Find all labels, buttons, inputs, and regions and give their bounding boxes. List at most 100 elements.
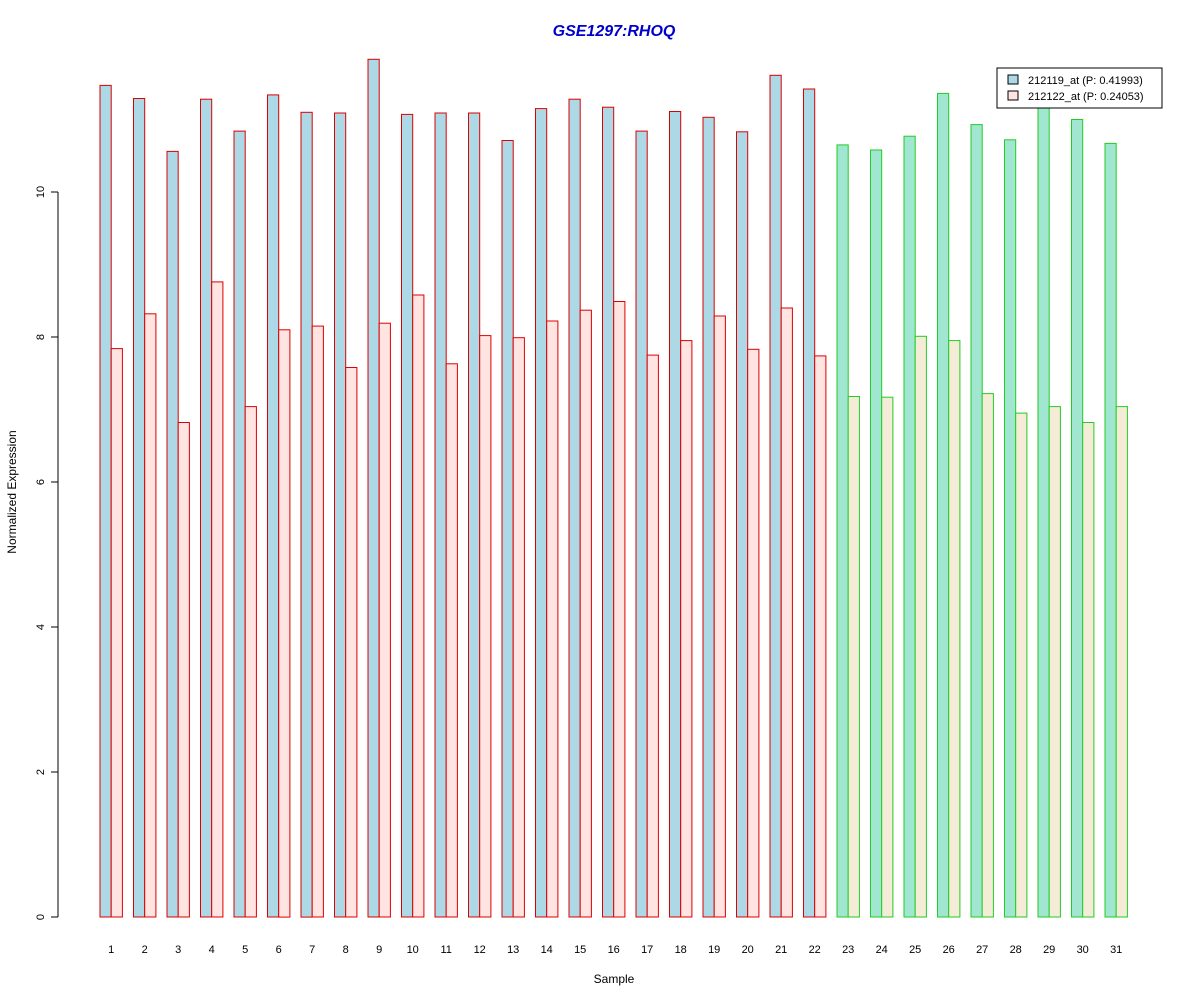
x-tick-label-18: 18 (675, 944, 687, 956)
chart-title: GSE1297:RHOQ (553, 23, 676, 40)
bar-sample-10-series-2 (412, 294, 425, 918)
x-tick-label-8: 8 (343, 944, 349, 956)
x-tick-label-3: 3 (175, 944, 181, 956)
y-axis-label: Normalized Expression (5, 430, 19, 553)
x-tick-label-1: 1 (108, 944, 114, 956)
x-tick-label-17: 17 (641, 944, 653, 956)
bar-sample-2-series-1 (133, 98, 146, 918)
bar-sample-31-series-2 (1115, 406, 1128, 918)
bar-sample-16-series-2 (613, 301, 626, 918)
bar-sample-31-series-1 (1104, 142, 1117, 918)
bar-sample-7-series-1 (300, 111, 313, 918)
bar-sample-23-series-1 (836, 144, 849, 918)
y-tick-label-6: 6 (35, 479, 47, 485)
x-tick-label-31: 31 (1110, 944, 1122, 956)
legend-swatch-212122 (1007, 90, 1019, 101)
bar-sample-19-series-1 (702, 116, 715, 918)
bar-sample-20-series-1 (736, 131, 749, 918)
x-tick-label-11: 11 (440, 944, 451, 956)
legend-label-212119: 212119_at (P: 0.41993) (1028, 75, 1143, 87)
bar-sample-14-series-1 (535, 108, 548, 918)
bar-sample-25-series-2 (914, 335, 927, 918)
x-tick-label-10: 10 (407, 944, 419, 956)
x-tick-label-6: 6 (276, 944, 282, 956)
bar-sample-3-series-1 (166, 150, 179, 918)
x-tick-label-2: 2 (142, 944, 148, 956)
y-tick-label-10: 10 (35, 186, 47, 198)
bar-sample-7-series-2 (311, 325, 324, 918)
x-tick-label-9: 9 (376, 944, 382, 956)
bar-sample-21-series-1 (769, 74, 782, 918)
y-tick-label-2: 2 (35, 769, 47, 775)
bar-sample-17-series-1 (635, 130, 648, 918)
bar-sample-19-series-2 (713, 315, 726, 918)
bar-sample-28-series-2 (1015, 412, 1028, 918)
bar-sample-10-series-1 (401, 113, 414, 918)
bar-sample-4-series-2 (211, 281, 224, 918)
bar-sample-13-series-2 (512, 337, 525, 918)
x-tick-label-22: 22 (809, 944, 821, 956)
bars-layer (99, 58, 1128, 918)
bar-sample-22-series-2 (814, 355, 827, 918)
bar-sample-26-series-1 (937, 92, 950, 918)
bar-sample-25-series-1 (903, 135, 916, 918)
bar-sample-23-series-2 (847, 396, 860, 918)
x-tick-label-24: 24 (876, 944, 888, 956)
bar-sample-17-series-2 (646, 354, 659, 918)
bar-sample-27-series-1 (970, 124, 983, 918)
x-tick-label-5: 5 (242, 944, 248, 956)
bar-sample-22-series-1 (803, 88, 816, 918)
bar-sample-18-series-2 (680, 340, 693, 918)
bar-sample-5-series-2 (244, 406, 257, 918)
bar-sample-8-series-2 (345, 367, 358, 918)
bar-sample-4-series-1 (200, 98, 213, 918)
x-tick-label-21: 21 (775, 944, 787, 956)
bar-sample-21-series-2 (780, 307, 793, 918)
bar-sample-13-series-1 (501, 140, 514, 918)
bar-sample-24-series-1 (870, 149, 883, 918)
bar-sample-15-series-2 (579, 309, 592, 918)
bar-sample-29-series-2 (1048, 406, 1061, 918)
bar-sample-3-series-2 (177, 422, 190, 918)
bar-sample-9-series-2 (378, 322, 391, 918)
bar-sample-16-series-1 (602, 106, 615, 918)
x-tick-label-16: 16 (608, 944, 620, 956)
x-tick-label-13: 13 (507, 944, 519, 956)
bar-sample-12-series-2 (479, 335, 492, 918)
legend: 212119_at (P: 0.41993) 212122_at (P: 0.2… (996, 67, 1163, 109)
bar-sample-28-series-1 (1004, 139, 1017, 918)
x-axis: 1 2 3 4 5 6 7 8 9 10 11 12 13 14 15 16 17 18 19 20 21 22 23 24 2… (108, 944, 1122, 956)
x-tick-label-14: 14 (541, 944, 553, 956)
x-tick-label-29: 29 (1043, 944, 1055, 956)
y-axis: 0 2 4 6 8 10 (35, 186, 59, 920)
x-tick-label-4: 4 (209, 944, 215, 956)
x-tick-label-23: 23 (842, 944, 854, 956)
bar-sample-11-series-2 (445, 363, 458, 918)
bar-sample-1-series-1 (99, 84, 112, 918)
bar-sample-1-series-2 (110, 348, 123, 918)
x-tick-label-15: 15 (574, 944, 586, 956)
y-tick-label-8: 8 (35, 334, 47, 340)
bar-sample-27-series-2 (981, 393, 994, 918)
x-tick-label-19: 19 (708, 944, 720, 956)
bar-sample-11-series-1 (434, 112, 447, 918)
bar-sample-24-series-2 (881, 396, 894, 918)
bar-sample-29-series-1 (1037, 107, 1050, 918)
bar-sample-8-series-1 (334, 112, 347, 918)
x-tick-label-12: 12 (474, 944, 486, 956)
bar-sample-6-series-2 (278, 329, 291, 918)
x-tick-label-20: 20 (742, 944, 754, 956)
x-tick-label-27: 27 (976, 944, 988, 956)
y-tick-label-4: 4 (35, 624, 47, 630)
bar-sample-14-series-2 (546, 320, 559, 918)
bar-sample-26-series-2 (948, 340, 961, 918)
bar-sample-5-series-1 (233, 130, 246, 918)
x-tick-label-28: 28 (1010, 944, 1022, 956)
bar-sample-2-series-2 (144, 313, 157, 918)
bar-sample-30-series-1 (1071, 119, 1084, 918)
bar-sample-6-series-1 (267, 94, 280, 918)
x-tick-label-26: 26 (943, 944, 955, 956)
y-tick-label-0: 0 (35, 914, 47, 920)
legend-swatch-212119 (1007, 74, 1019, 85)
